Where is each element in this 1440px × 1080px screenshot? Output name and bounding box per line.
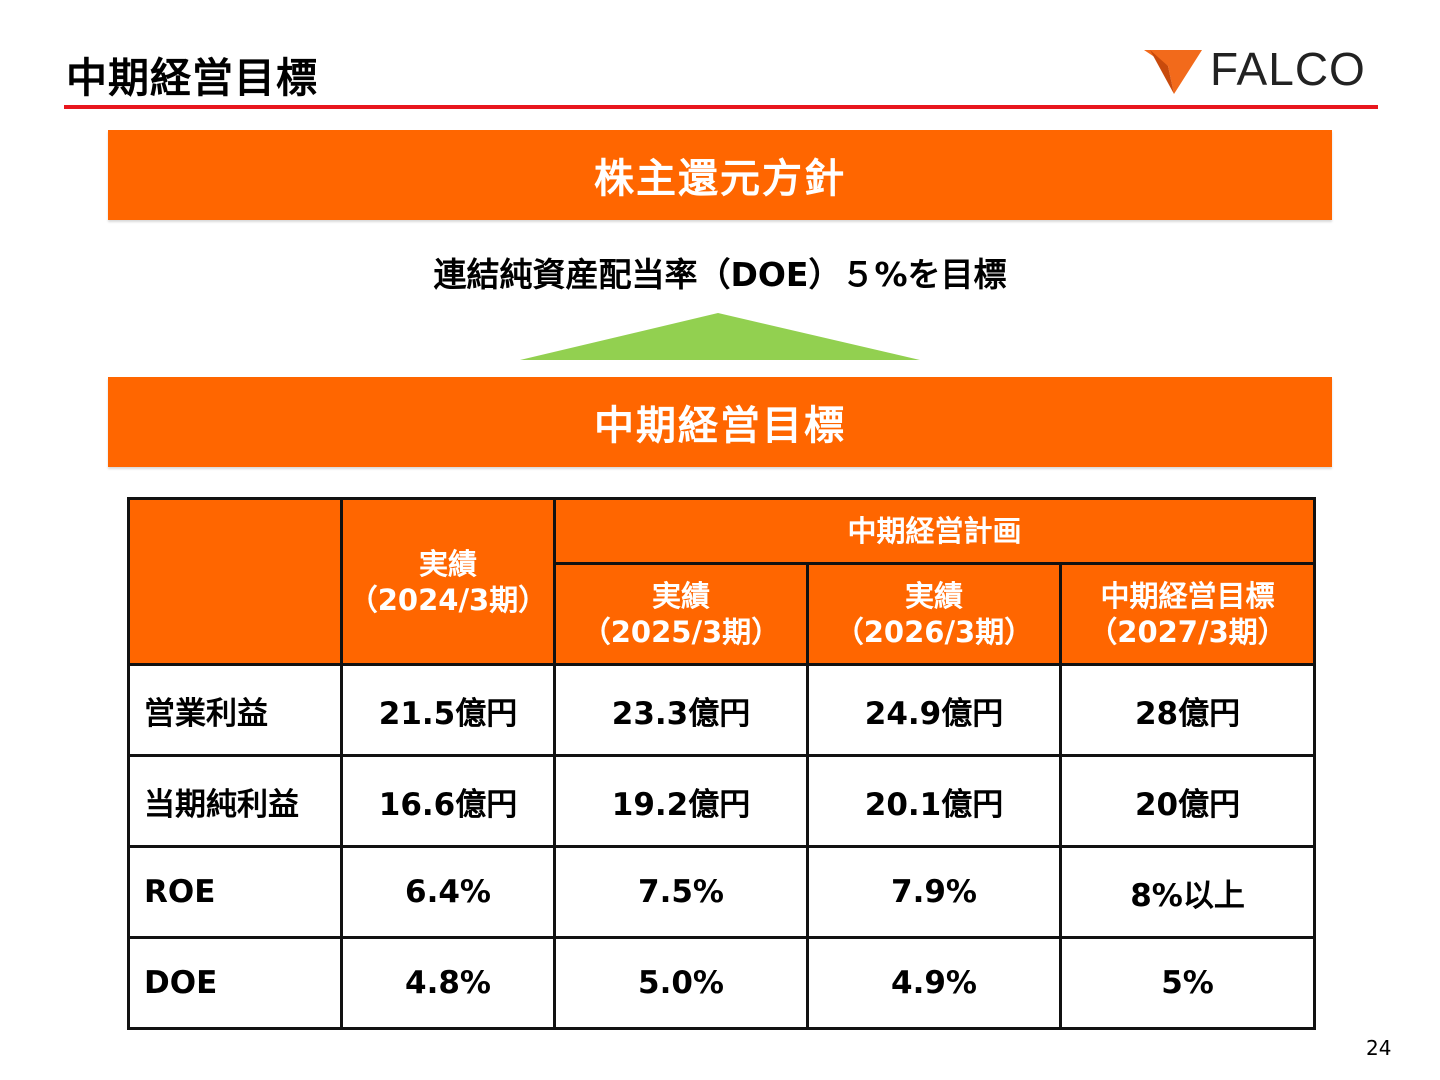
column-period: （2026/3期） bbox=[834, 615, 1034, 649]
corner-cell bbox=[127, 497, 343, 666]
logo-text: FALCO bbox=[1210, 43, 1366, 95]
table-cell: 20億円 bbox=[1058, 754, 1317, 848]
table-cell: 23.3億円 bbox=[553, 663, 809, 757]
table-row: DOE 4.8% 5.0% 4.9% 5% bbox=[127, 936, 1317, 1030]
column-title: 中期経営目標 bbox=[1100, 579, 1275, 613]
table-row: 当期純利益 16.6億円 19.2億円 20.1億円 20億円 bbox=[127, 754, 1317, 848]
column-title: 実績 bbox=[418, 546, 477, 581]
column-title: 実績 bbox=[904, 579, 963, 613]
up-arrow-icon bbox=[520, 313, 920, 360]
falco-logo: FALCO bbox=[1144, 43, 1374, 96]
table-row: ROE 6.4% 7.5% 7.9% 8%以上 bbox=[127, 845, 1317, 939]
falco-logo-mark-icon bbox=[1144, 50, 1202, 94]
column-header: 実績 （2025/3期） bbox=[553, 562, 809, 666]
column-header: 実績 （2024/3期） bbox=[340, 497, 556, 666]
table-cell: 21.5億円 bbox=[340, 663, 556, 757]
table-cell: 7.9% bbox=[806, 845, 1062, 939]
mid-term-goal-banner: 中期経営目標 bbox=[108, 377, 1332, 467]
table-cell: 6.4% bbox=[340, 845, 556, 939]
column-period: （2027/3期） bbox=[1088, 615, 1287, 649]
table-cell: 8%以上 bbox=[1058, 845, 1317, 939]
table-header-row: 実績 （2024/3期） 中期経営計画 bbox=[127, 497, 1317, 666]
table-row: 営業利益 21.5億円 23.3億円 24.9億円 28億円 bbox=[127, 663, 1317, 757]
table-cell: 20.1億円 bbox=[806, 754, 1062, 848]
row-label: 当期純利益 bbox=[127, 754, 343, 848]
table-cell: 5.0% bbox=[553, 936, 809, 1030]
table-cell: 19.2億円 bbox=[553, 754, 809, 848]
table-cell: 4.9% bbox=[806, 936, 1062, 1030]
table-cell: 5% bbox=[1058, 936, 1317, 1030]
title-divider bbox=[64, 105, 1378, 109]
column-header: 中期経営目標 （2027/3期） bbox=[1058, 562, 1317, 666]
table-cell: 4.8% bbox=[340, 936, 556, 1030]
page-title: 中期経営目標 bbox=[66, 54, 318, 102]
table-cell: 16.6億円 bbox=[340, 754, 556, 848]
row-label: ROE bbox=[127, 845, 343, 939]
row-label: DOE bbox=[127, 936, 343, 1030]
page-number: 24 bbox=[1366, 1036, 1392, 1060]
column-period: （2025/3期） bbox=[581, 615, 781, 649]
column-header: 実績 （2026/3期） bbox=[806, 562, 1062, 666]
table-cell: 7.5% bbox=[553, 845, 809, 939]
table-cell: 28億円 bbox=[1058, 663, 1317, 757]
row-label: 営業利益 bbox=[127, 663, 343, 757]
table-subheader-row: 実績 （2025/3期） 実績 （2026/3期） 中期経営目標 （2027/3… bbox=[129, 562, 1317, 666]
mid-term-plan-table: 実績 （2024/3期） 中期経営計画 実績 （2025/3期） 実績 （202… bbox=[127, 497, 1317, 1030]
plan-group-header: 中期経営計画 bbox=[552, 497, 1317, 565]
table-cell: 24.9億円 bbox=[806, 663, 1062, 757]
doe-target-text: 連結純資産配当率（DOE）５%を目標 bbox=[433, 255, 1007, 294]
shareholder-return-policy-banner: 株主還元方針 bbox=[108, 130, 1332, 220]
column-period: （2024/3期） bbox=[348, 582, 548, 617]
column-title: 実績 bbox=[651, 579, 710, 613]
